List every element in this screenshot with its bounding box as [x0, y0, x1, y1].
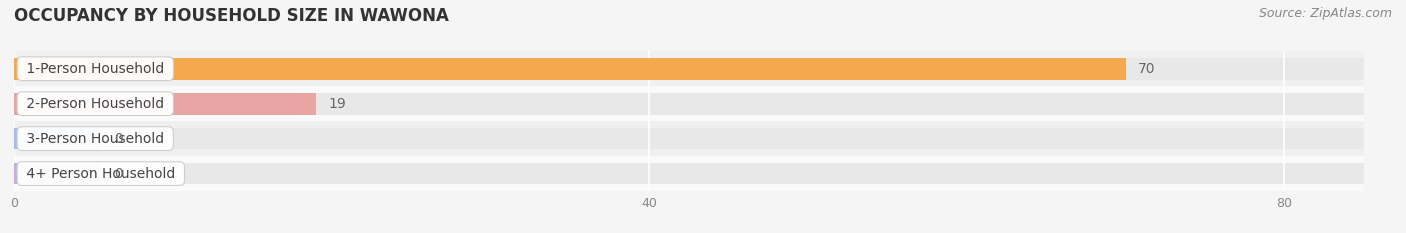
Text: 0: 0	[114, 167, 122, 181]
Bar	[14, 51, 1364, 86]
Bar	[14, 163, 101, 185]
Bar	[14, 86, 1364, 121]
Bar	[14, 128, 1364, 150]
Bar	[14, 58, 1126, 80]
Bar	[14, 93, 316, 115]
Text: 70: 70	[1139, 62, 1156, 76]
Text: 2-Person Household: 2-Person Household	[22, 97, 169, 111]
Text: 4+ Person Household: 4+ Person Household	[22, 167, 180, 181]
Bar	[14, 58, 1364, 80]
Bar	[14, 93, 1364, 115]
Bar	[14, 163, 1364, 185]
Bar	[14, 156, 1364, 191]
Bar	[14, 121, 1364, 156]
Text: Source: ZipAtlas.com: Source: ZipAtlas.com	[1258, 7, 1392, 20]
Text: 3-Person Household: 3-Person Household	[22, 132, 169, 146]
Bar	[14, 128, 101, 150]
Text: 19: 19	[329, 97, 346, 111]
Text: OCCUPANCY BY HOUSEHOLD SIZE IN WAWONA: OCCUPANCY BY HOUSEHOLD SIZE IN WAWONA	[14, 7, 449, 25]
Text: 0: 0	[114, 132, 122, 146]
Text: 1-Person Household: 1-Person Household	[22, 62, 169, 76]
